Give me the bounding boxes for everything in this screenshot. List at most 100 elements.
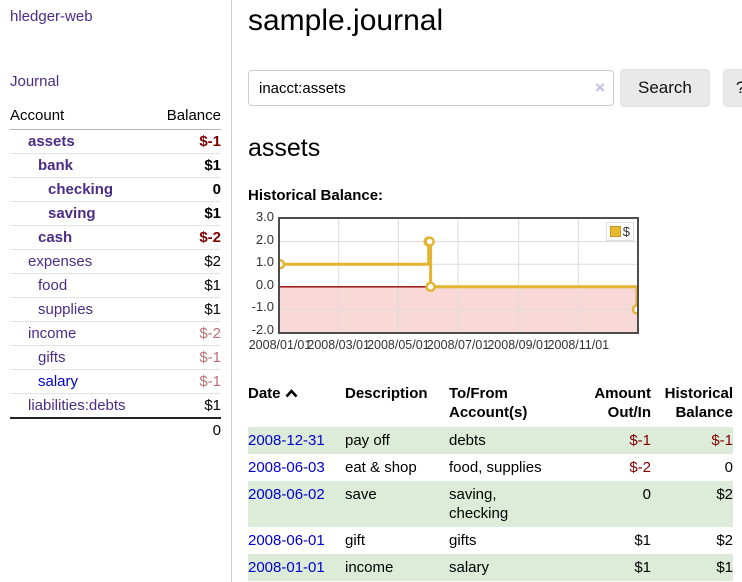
table-row: 2008-12-31 pay off debts $-1 $-1 (248, 427, 733, 454)
account-link[interactable]: food (38, 277, 68, 294)
y-tick-label: 0.0 (255, 276, 274, 292)
chart-plot-area: $ (278, 217, 639, 334)
account-row: expenses $2 (10, 249, 221, 274)
account-balance: $1 (153, 297, 221, 322)
account-link[interactable]: cash (38, 229, 73, 246)
transaction-date-link[interactable]: 2008-12-31 (248, 432, 325, 449)
account-link[interactable]: expenses (28, 253, 93, 270)
clear-search-icon[interactable]: × (595, 78, 605, 97)
transaction-description: eat & shop (345, 459, 417, 476)
chart-title: Historical Balance: (248, 187, 384, 204)
account-link[interactable]: saving (48, 205, 96, 222)
accounts-col-balance: Balance (153, 104, 221, 130)
page-title: sample.journal (248, 4, 444, 37)
transaction-description: pay off (345, 427, 449, 454)
accounts-total-value: 0 (153, 417, 221, 442)
x-tick-label: 2008/03/01 (307, 338, 370, 352)
account-name-cell: assets (10, 129, 154, 154)
accounts-col-account: Account (10, 104, 154, 130)
account-link[interactable]: gifts (38, 349, 66, 366)
y-tick-label: 1.0 (255, 254, 274, 270)
x-tick-label: 2008/01/01 (248, 338, 312, 352)
y-tick-label: 2.0 (255, 231, 274, 247)
account-row: salary $-1 (10, 369, 221, 394)
account-balance: $-1 (153, 345, 221, 370)
account-name-cell: food (10, 273, 154, 298)
x-tick-label: 2008/09/01 (487, 338, 550, 352)
account-link[interactable]: salary (38, 373, 79, 390)
account-balance: $1 (153, 201, 221, 226)
chart-legend: $ (605, 222, 634, 241)
brand-link[interactable]: hledger-web (10, 8, 93, 25)
col-date-label: Date (248, 385, 281, 402)
x-tick-label: 2008/11/01 (547, 338, 610, 352)
account-row: checking 0 (10, 177, 221, 202)
col-accounts: To/From Account(s) (449, 385, 528, 421)
transaction-description: gift (345, 532, 366, 549)
transaction-amount: $-2 (629, 459, 651, 476)
transaction-accounts: debts (449, 427, 581, 454)
transaction-accounts: gifts (449, 532, 477, 549)
legend-label: $ (622, 224, 630, 239)
transaction-balance: $2 (716, 532, 733, 549)
account-name-cell: gifts (10, 345, 154, 370)
search-button[interactable]: Search (620, 69, 710, 107)
search-form: × Search ? (248, 69, 742, 107)
account-row: assets $-1 (10, 129, 221, 154)
account-link[interactable]: bank (38, 157, 74, 174)
account-balance: $1 (153, 153, 221, 178)
account-link[interactable]: income (28, 325, 77, 342)
account-link[interactable]: checking (48, 181, 114, 198)
transaction-accounts: salary (449, 554, 581, 581)
register-table: Date Description To/From Account(s) Amoun… (248, 381, 733, 581)
legend-swatch-icon (609, 226, 621, 237)
transaction-balance: $2 (651, 481, 733, 527)
transaction-amount: 0 (581, 481, 651, 527)
account-balance: $1 (153, 273, 221, 298)
y-tick-label: -1.0 (251, 299, 274, 315)
table-row: 2008-06-01 gift gifts $1 $2 (248, 527, 733, 554)
transaction-date-cell: 2008-01-01 (248, 554, 345, 581)
account-name-cell: expenses (10, 249, 154, 274)
sort-asc-icon[interactable] (285, 384, 298, 403)
account-balance: $-1 (153, 129, 221, 154)
transaction-date-link[interactable]: 2008-06-02 (248, 486, 325, 503)
transaction-balance: 0 (724, 459, 733, 476)
account-row: gifts $-1 (10, 345, 221, 370)
y-tick-label: 3.0 (255, 209, 274, 224)
x-tick-label: 2008/05/01 (367, 338, 430, 352)
col-balance: Historical Balance (664, 385, 733, 421)
transaction-amount: $-1 (581, 427, 651, 454)
transaction-date-link[interactable]: 2008-01-01 (248, 559, 325, 576)
table-row: 2008-06-03 eat & shop food, supplies $-2 0 (248, 454, 733, 481)
x-tick-label: 2008/07/01 (426, 338, 490, 352)
account-name-cell: income (10, 321, 154, 346)
register-header-row: Date Description To/From Account(s) Amoun… (248, 381, 733, 427)
help-button[interactable]: ? (722, 69, 742, 107)
account-name-cell: bank (10, 153, 154, 178)
col-date[interactable]: Date (248, 381, 345, 427)
transaction-accounts: saving, checking (449, 481, 581, 527)
transaction-description: save (345, 481, 449, 527)
account-name-cell: supplies (10, 297, 154, 322)
account-balance: $-2 (153, 225, 221, 250)
account-balance: $2 (153, 249, 221, 274)
col-amount: Amount Out/In (594, 385, 651, 421)
account-link[interactable]: supplies (38, 301, 94, 318)
account-row: food $1 (10, 273, 221, 298)
account-name-cell: salary (10, 369, 154, 394)
y-tick-label: -2.0 (251, 322, 274, 337)
transaction-date-link[interactable]: 2008-06-01 (248, 532, 325, 549)
account-row: bank $1 (10, 153, 221, 178)
sidebar-item-journal[interactable]: Journal (10, 73, 60, 90)
transaction-date-cell: 2008-06-02 (248, 481, 345, 527)
account-link[interactable]: assets (28, 133, 75, 150)
account-row: cash $-2 (10, 225, 221, 250)
sidebar: hledger-web Journal Account Balance asse… (0, 0, 232, 582)
search-input[interactable] (248, 70, 614, 106)
account-name-cell: liabilities:debts (10, 393, 154, 419)
transaction-description: income (345, 554, 449, 581)
account-link[interactable]: liabilities:debts (28, 397, 126, 414)
transaction-date-link[interactable]: 2008-06-03 (248, 459, 325, 476)
